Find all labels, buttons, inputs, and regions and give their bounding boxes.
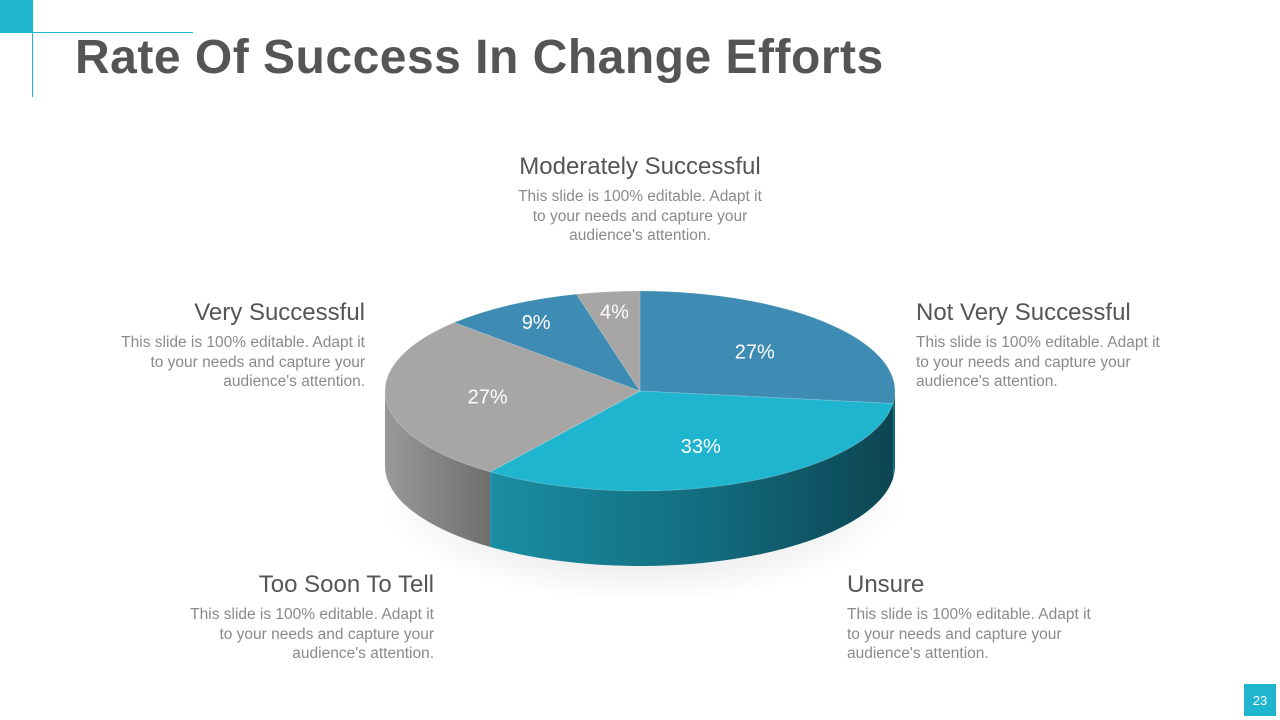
callout-text: This slide is 100% editable. Adapt it to… xyxy=(916,334,1160,390)
pie-slice-label: 27% xyxy=(735,341,775,363)
callout-very-successful: Very Successful This slide is 100% edita… xyxy=(105,299,365,392)
pie-slice xyxy=(488,390,894,492)
pie-slice-side xyxy=(385,391,491,547)
callout-text: This slide is 100% editable. Adapt it to… xyxy=(847,606,1091,662)
callout-title: Very Successful xyxy=(194,299,365,326)
callout-title: Too Soon To Tell xyxy=(258,571,434,598)
pie-slice xyxy=(639,290,896,405)
callout-title: Unsure xyxy=(847,571,925,598)
corner-accent-line-vertical xyxy=(32,0,33,97)
callout-text: This slide is 100% editable. Adapt it to… xyxy=(190,606,434,662)
pie-slice-side xyxy=(490,403,893,566)
corner-accent-square xyxy=(0,0,33,33)
callout-moderately-successful: Moderately Successful This slide is 100%… xyxy=(510,153,770,246)
pie-slice xyxy=(575,290,641,393)
pie-slice-label: 9% xyxy=(522,312,551,334)
callout-not-very-successful: Not Very Successful This slide is 100% e… xyxy=(916,299,1176,392)
pie-chart: 27% 33% 27% 9% 4% xyxy=(380,290,904,602)
pie-slice xyxy=(384,322,642,473)
pie-slice-label: 33% xyxy=(681,436,721,458)
callout-title: Moderately Successful xyxy=(519,153,761,180)
callout-text: This slide is 100% editable. Adapt it to… xyxy=(121,334,365,390)
pie-slice-label: 4% xyxy=(600,302,629,324)
callout-unsure: Unsure This slide is 100% editable. Adap… xyxy=(847,571,1107,664)
page-number: 23 xyxy=(1244,684,1276,716)
pie-slice xyxy=(452,293,642,392)
callout-too-soon-to-tell: Too Soon To Tell This slide is 100% edit… xyxy=(174,571,434,664)
slide-title: Rate Of Success In Change Efforts xyxy=(75,31,884,84)
callout-title: Not Very Successful xyxy=(916,299,1131,326)
pie-slice-side xyxy=(892,391,895,479)
corner-accent-line-horizontal xyxy=(0,32,193,33)
pie-slice-label: 27% xyxy=(468,387,508,409)
callout-text: This slide is 100% editable. Adapt it to… xyxy=(518,188,762,244)
